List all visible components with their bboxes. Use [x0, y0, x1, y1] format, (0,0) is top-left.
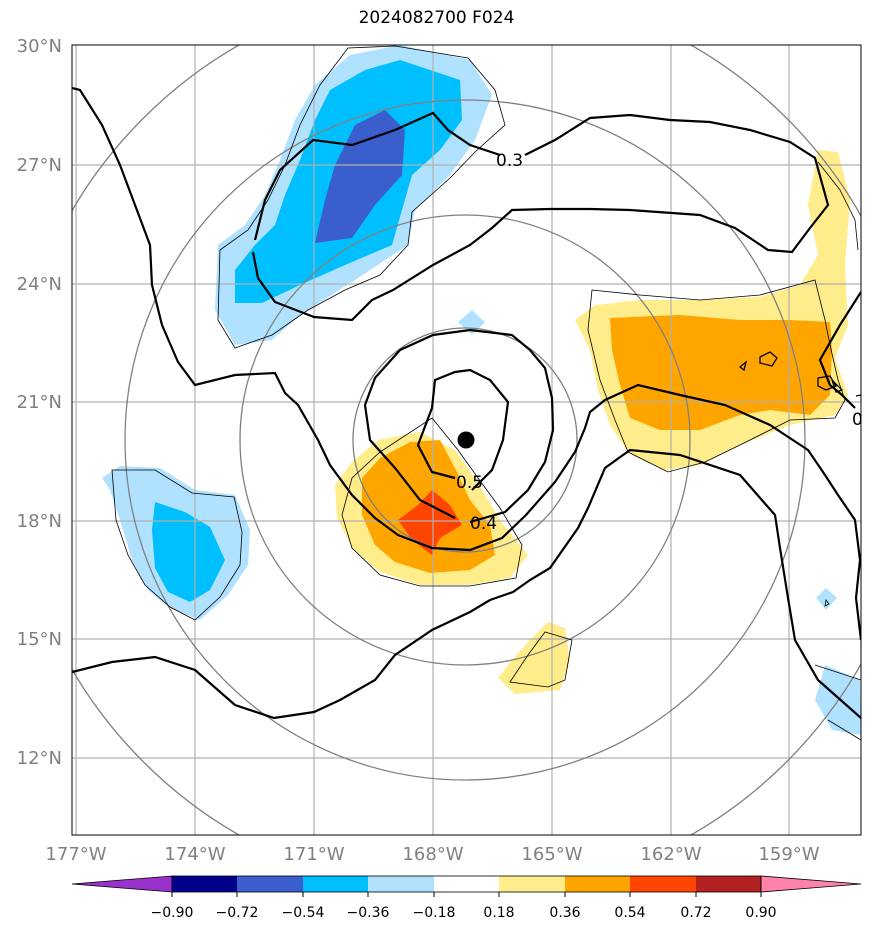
- lon-label-177w: 177°W: [45, 844, 106, 865]
- colorbar-tick-label: −0.18: [413, 905, 456, 921]
- colorbar-segment: [237, 876, 303, 892]
- colorbar-tick-label: 0.36: [549, 905, 580, 921]
- colorbar-tick-label: 0.18: [483, 905, 514, 921]
- graticule: [72, 45, 861, 835]
- colorbar-tick-label: 0.90: [745, 905, 776, 921]
- colorbar-tick-label: −0.36: [347, 905, 390, 921]
- map-title: 2024082700 F024: [358, 8, 515, 28]
- colorbar-extend-high: [760, 875, 862, 893]
- lat-label-15n: 15°N: [17, 629, 62, 650]
- longitude-labels: 177°W 174°W 171°W 168°W 165°W 162°W 159°…: [45, 844, 819, 865]
- colorbar-segment: [696, 876, 761, 892]
- lat-label-27n: 27°N: [17, 155, 62, 176]
- colorbar-tick-label: −0.72: [216, 905, 259, 921]
- map-frame: [71, 44, 862, 836]
- colorbar-tick-label: −0.54: [282, 905, 325, 921]
- storm-center-marker: [457, 431, 475, 449]
- colorbar-segment: [630, 876, 696, 892]
- lon-label-171w: 171°W: [283, 844, 344, 865]
- lat-label-24n: 24°N: [17, 274, 62, 295]
- contour-labels: 0.3 0.5 0.4 0: [456, 151, 863, 534]
- thin-contours: [111, 45, 861, 741]
- hawaii-islands: [738, 351, 861, 397]
- lon-label-174w: 174°W: [164, 844, 225, 865]
- contour-label-0-5: 0.5: [456, 473, 483, 493]
- colorbar-tick-label: 0.54: [614, 905, 645, 921]
- lon-label-162w: 162°W: [640, 844, 701, 865]
- range-rings: [72, 45, 861, 835]
- positive-shading: [335, 150, 850, 694]
- lat-label-12n: 12°N: [17, 748, 62, 769]
- lon-label-165w: 165°W: [521, 844, 582, 865]
- colorbar-segment: [434, 876, 499, 892]
- colorbar-segment: [303, 876, 368, 892]
- colorbar-segment: [172, 876, 237, 892]
- colorbar-tick-label: −0.90: [151, 905, 194, 921]
- lon-label-159w: 159°W: [758, 844, 819, 865]
- lat-label-18n: 18°N: [17, 511, 62, 532]
- latitude-labels: 30°N 27°N 24°N 21°N 18°N 15°N 12°N: [17, 36, 62, 769]
- lon-label-168w: 168°W: [402, 844, 463, 865]
- thick-contours: [72, 86, 861, 720]
- contour-label-0: 0: [852, 410, 863, 430]
- contour-label-0-4: 0.4: [470, 514, 497, 534]
- colorbar-segment: [499, 876, 565, 892]
- contour-label-0-3: 0.3: [496, 151, 523, 171]
- lat-label-21n: 21°N: [17, 392, 62, 413]
- lat-label-30n: 30°N: [17, 36, 62, 57]
- colorbar: −0.90 −0.72 −0.54 −0.36 −0.18 0.18 0.36 …: [71, 875, 862, 921]
- colorbar-segment: [368, 876, 434, 892]
- colorbar-tick-label: 0.72: [680, 905, 711, 921]
- colorbar-segment: [565, 876, 630, 892]
- colorbar-extend-low: [71, 875, 173, 893]
